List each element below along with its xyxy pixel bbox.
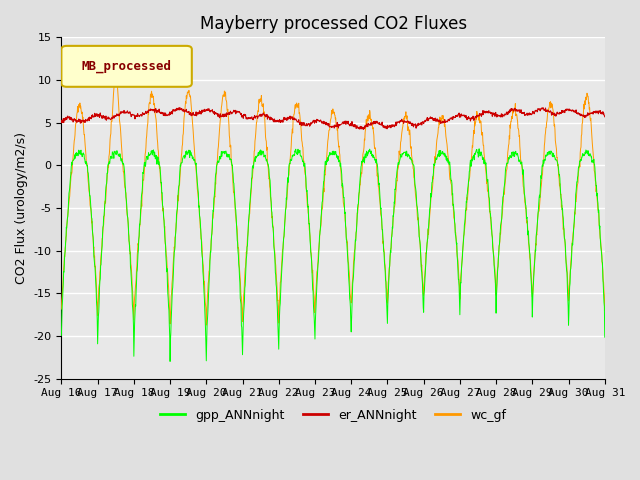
- FancyBboxPatch shape: [61, 46, 192, 87]
- Y-axis label: CO2 Flux (urology/m2/s): CO2 Flux (urology/m2/s): [15, 132, 28, 284]
- Legend: gpp_ANNnight, er_ANNnight, wc_gf: gpp_ANNnight, er_ANNnight, wc_gf: [155, 404, 511, 427]
- Title: Mayberry processed CO2 Fluxes: Mayberry processed CO2 Fluxes: [200, 15, 467, 33]
- Text: MB_processed: MB_processed: [82, 60, 172, 73]
